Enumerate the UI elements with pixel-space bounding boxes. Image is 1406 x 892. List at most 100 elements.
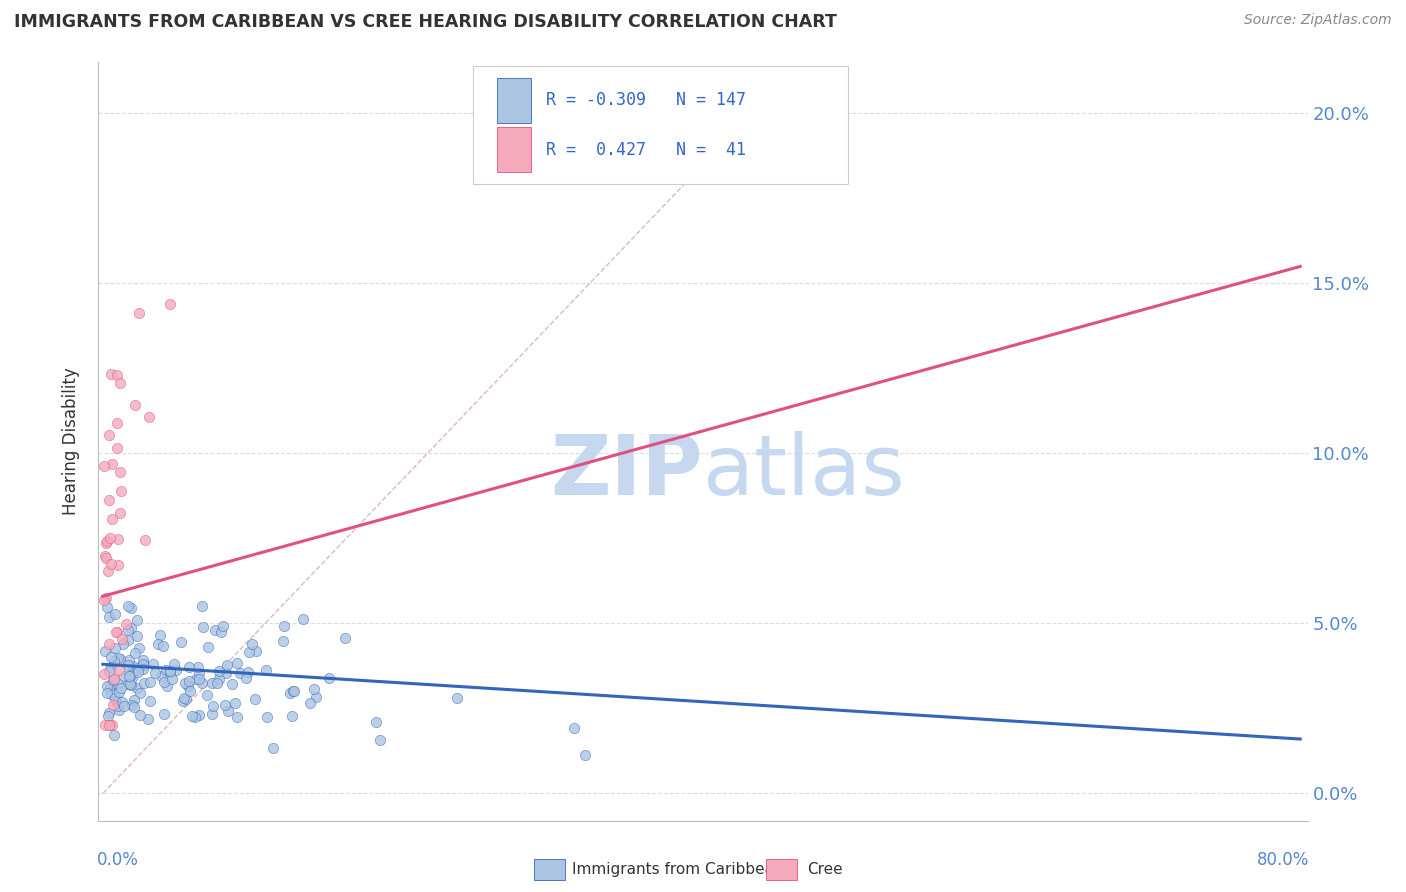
Point: [305, 690, 328, 705]
Point: [120, 621, 142, 635]
Point: [224, 696, 246, 710]
Point: [121, 698, 143, 713]
Point: [188, 666, 211, 681]
Point: [128, 708, 150, 723]
Point: [117, 657, 139, 672]
Text: Cree: Cree: [807, 863, 842, 877]
Point: [159, 664, 181, 678]
Point: [98, 610, 121, 624]
Point: [238, 665, 260, 680]
Point: [107, 702, 129, 716]
Point: [105, 368, 128, 382]
Point: [291, 611, 314, 625]
Point: [271, 634, 294, 648]
Point: [108, 465, 131, 479]
Point: [127, 681, 149, 696]
Point: [197, 640, 219, 654]
Point: [100, 718, 122, 732]
Point: [138, 410, 160, 425]
Point: [112, 669, 135, 683]
Point: [121, 671, 143, 685]
Point: [117, 632, 139, 647]
Point: [107, 558, 129, 573]
FancyBboxPatch shape: [498, 78, 531, 123]
Text: IMMIGRANTS FROM CARIBBEAN VS CREE HEARING DISABILITY CORRELATION CHART: IMMIGRANTS FROM CARIBBEAN VS CREE HEARIN…: [14, 13, 837, 31]
Point: [127, 661, 149, 675]
Y-axis label: Hearing Disability: Hearing Disability: [62, 368, 80, 516]
Point: [207, 676, 229, 690]
Point: [100, 457, 122, 471]
Point: [208, 665, 231, 679]
Point: [184, 710, 207, 724]
Point: [165, 663, 187, 677]
Point: [127, 664, 149, 678]
Point: [117, 623, 139, 637]
Point: [100, 558, 122, 572]
Point: [98, 678, 121, 692]
Point: [104, 641, 127, 656]
Point: [273, 619, 295, 633]
Point: [117, 677, 139, 691]
Point: [96, 534, 118, 549]
Point: [122, 700, 145, 714]
Point: [174, 691, 197, 706]
Point: [110, 506, 132, 520]
Point: [96, 536, 118, 550]
Point: [184, 672, 207, 686]
Point: [111, 637, 134, 651]
Point: [138, 674, 160, 689]
Point: [122, 659, 145, 673]
Point: [117, 599, 139, 614]
FancyBboxPatch shape: [474, 66, 848, 184]
Point: [132, 653, 155, 667]
Point: [120, 677, 142, 691]
Point: [152, 706, 174, 721]
Point: [118, 668, 141, 682]
Point: [173, 676, 195, 690]
Point: [120, 600, 142, 615]
Point: [100, 687, 122, 701]
Point: [93, 459, 115, 474]
Point: [98, 679, 121, 693]
Point: [132, 662, 155, 676]
Point: [228, 665, 250, 680]
Point: [215, 666, 238, 681]
Point: [208, 672, 231, 686]
Point: [139, 694, 162, 708]
FancyBboxPatch shape: [498, 127, 531, 172]
Point: [128, 686, 150, 700]
Point: [160, 672, 183, 686]
Point: [281, 709, 304, 723]
Point: [214, 698, 236, 712]
Point: [187, 672, 209, 686]
Point: [283, 684, 305, 698]
Point: [201, 675, 224, 690]
Point: [299, 696, 322, 710]
Point: [146, 637, 169, 651]
Point: [134, 533, 156, 548]
Point: [281, 683, 304, 698]
Point: [221, 677, 243, 691]
Point: [120, 678, 142, 692]
Point: [132, 675, 155, 690]
Point: [107, 650, 129, 665]
Point: [446, 691, 468, 706]
Point: [97, 636, 120, 650]
Point: [176, 680, 198, 694]
Point: [155, 663, 177, 677]
Point: [136, 712, 159, 726]
Text: atlas: atlas: [703, 432, 904, 512]
Point: [217, 704, 239, 718]
Text: R =  0.427   N =  41: R = 0.427 N = 41: [546, 141, 745, 159]
Point: [159, 665, 181, 680]
Point: [98, 428, 121, 442]
Point: [187, 659, 209, 673]
Point: [93, 644, 115, 658]
Point: [256, 710, 278, 724]
Point: [103, 672, 125, 686]
Point: [105, 441, 128, 455]
Point: [225, 656, 247, 670]
Point: [152, 640, 174, 654]
Point: [201, 707, 224, 722]
Point: [278, 686, 301, 700]
